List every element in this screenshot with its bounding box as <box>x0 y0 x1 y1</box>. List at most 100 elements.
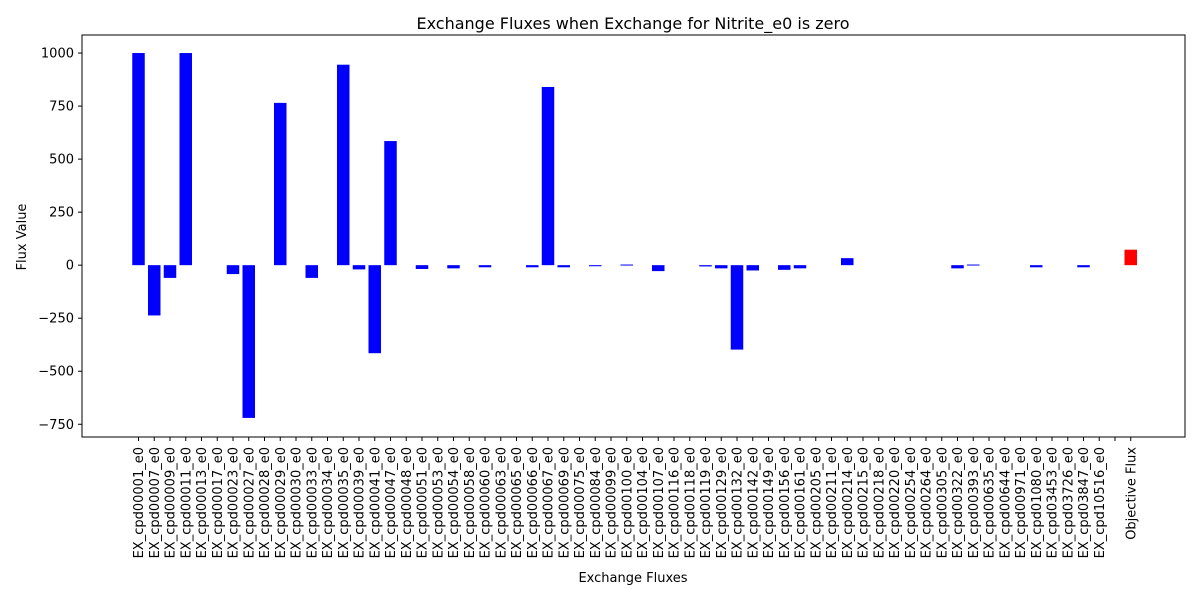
bar <box>305 265 318 278</box>
bar <box>652 265 665 272</box>
x-axis-ticks: EX_cpd00001_e0 EX_cpd00007_e0 EX_cpd00009_… <box>132 437 1139 558</box>
bar <box>148 265 161 316</box>
x-tick-label: EX_cpd00254_e0 <box>904 447 919 558</box>
y-tick-label: 0 <box>66 259 74 274</box>
x-tick-label: EX_cpd00054_e0 <box>447 447 462 558</box>
x-tick-label: EX_cpd00971_e0 <box>1014 447 1029 558</box>
bar <box>163 265 177 278</box>
x-tick-label: EX_cpd00035_e0 <box>337 447 352 558</box>
bar <box>526 265 539 268</box>
x-tick-label: EX_cpd00118_e0 <box>683 447 698 558</box>
bar-series <box>132 53 1137 418</box>
bar <box>841 258 854 266</box>
bar <box>778 265 791 270</box>
x-tick-label: EX_cpd10516_e0 <box>1093 447 1108 558</box>
x-tick-label: Objective Flux <box>1124 447 1139 540</box>
bar <box>730 265 744 350</box>
bar <box>447 265 460 269</box>
bar <box>242 265 255 418</box>
x-tick-label: EX_cpd00211_e0 <box>825 447 840 558</box>
x-tick-label: EX_cpd00017_e0 <box>211 447 226 558</box>
x-tick-label: EX_cpd00322_e0 <box>951 447 966 558</box>
bar <box>715 265 728 269</box>
x-tick-label: EX_cpd00099_e0 <box>605 447 620 558</box>
bar <box>557 265 570 268</box>
x-tick-label: EX_cpd00058_e0 <box>463 447 478 558</box>
x-tick-label: EX_cpd03453_e0 <box>1046 447 1061 558</box>
x-tick-label: EX_cpd00107_e0 <box>652 447 667 558</box>
bar <box>415 265 429 269</box>
x-tick-label: EX_cpd00001_e0 <box>132 447 147 558</box>
x-tick-label: EX_cpd00013_e0 <box>195 447 210 558</box>
bar <box>132 53 145 266</box>
x-tick-label: EX_cpd00069_e0 <box>557 447 572 558</box>
y-tick-label: 1000 <box>41 47 74 62</box>
x-tick-label: EX_cpd00007_e0 <box>148 447 163 558</box>
plot-frame <box>81 34 1186 438</box>
x-tick-label: EX_cpd00060_e0 <box>479 447 494 558</box>
x-tick-label: EX_cpd00066_e0 <box>526 447 541 558</box>
bar <box>368 265 381 354</box>
x-tick-label: EX_cpd00218_e0 <box>872 447 887 558</box>
x-tick-label: EX_cpd03726_e0 <box>1061 447 1076 558</box>
x-tick-label: EX_cpd00033_e0 <box>305 447 320 558</box>
x-tick-label: EX_cpd00030_e0 <box>290 447 305 558</box>
x-tick-label: EX_cpd01080_e0 <box>1030 447 1045 558</box>
bar <box>589 265 602 267</box>
x-tick-label: EX_cpd00220_e0 <box>888 447 903 558</box>
x-tick-label: EX_cpd00305_e0 <box>935 447 950 558</box>
x-tick-label: EX_cpd00119_e0 <box>699 447 714 558</box>
y-tick-label: 500 <box>49 153 74 168</box>
y-axis-label: Flux Value <box>15 204 30 271</box>
bar <box>541 86 555 266</box>
x-tick-label: EX_cpd00029_e0 <box>274 447 289 558</box>
x-tick-label: EX_cpd00142_e0 <box>746 447 761 558</box>
bar <box>699 265 712 267</box>
x-tick-label: EX_cpd03847_e0 <box>1077 447 1092 558</box>
x-tick-label: EX_cpd00129_e0 <box>715 447 730 558</box>
x-tick-label: EX_cpd00116_e0 <box>668 447 683 558</box>
x-tick-label: EX_cpd00011_e0 <box>179 447 194 558</box>
bar <box>967 264 980 266</box>
x-tick-label: EX_cpd00028_e0 <box>258 447 273 558</box>
x-tick-label: EX_cpd00100_e0 <box>620 447 635 558</box>
x-tick-label: EX_cpd00161_e0 <box>794 447 809 558</box>
bar <box>1124 249 1137 266</box>
x-tick-label: EX_cpd00039_e0 <box>353 447 368 558</box>
x-tick-label: EX_cpd00084_e0 <box>589 447 604 558</box>
x-tick-label: EX_cpd00009_e0 <box>164 447 179 558</box>
x-tick-label: EX_cpd00264_e0 <box>920 447 935 558</box>
bar <box>384 141 397 266</box>
x-tick-label: EX_cpd00149_e0 <box>762 447 777 558</box>
x-tick-label: EX_cpd00065_e0 <box>510 447 525 558</box>
y-tick-label: −750 <box>38 418 74 433</box>
bar <box>226 265 240 275</box>
x-tick-label: EX_cpd00075_e0 <box>573 447 588 558</box>
x-tick-label: EX_cpd00027_e0 <box>242 447 257 558</box>
bar <box>352 265 366 270</box>
bar <box>793 265 807 269</box>
y-tick-label: 750 <box>49 100 74 115</box>
x-tick-label: EX_cpd00104_e0 <box>636 447 651 558</box>
y-tick-label: 250 <box>49 206 74 221</box>
x-tick-label: EX_cpd00215_e0 <box>857 447 872 558</box>
x-tick-label: EX_cpd00214_e0 <box>841 447 856 558</box>
x-tick-label: EX_cpd00053_e0 <box>431 447 446 558</box>
chart-title: Exchange Fluxes when Exchange for Nitrit… <box>416 14 849 34</box>
x-tick-label: EX_cpd00644_e0 <box>998 447 1013 558</box>
y-tick-label: −250 <box>38 312 74 327</box>
bar <box>274 102 287 266</box>
x-tick-label: EX_cpd00034_e0 <box>321 447 336 558</box>
x-tick-label: EX_cpd00067_e0 <box>542 447 557 558</box>
bar <box>337 64 350 266</box>
bar <box>1077 265 1090 268</box>
bar <box>1030 265 1043 268</box>
y-axis-ticks: −750 −500 −250 0 250 500 750 1000 <box>38 47 82 433</box>
bar <box>620 264 633 266</box>
x-tick-label: EX_cpd00635_e0 <box>983 447 998 558</box>
x-tick-label: EX_cpd00048_e0 <box>400 447 415 558</box>
x-tick-label: EX_cpd00041_e0 <box>368 447 383 558</box>
x-tick-label: EX_cpd00205_e0 <box>809 447 824 558</box>
x-tick-label: EX_cpd00051_e0 <box>416 447 431 558</box>
